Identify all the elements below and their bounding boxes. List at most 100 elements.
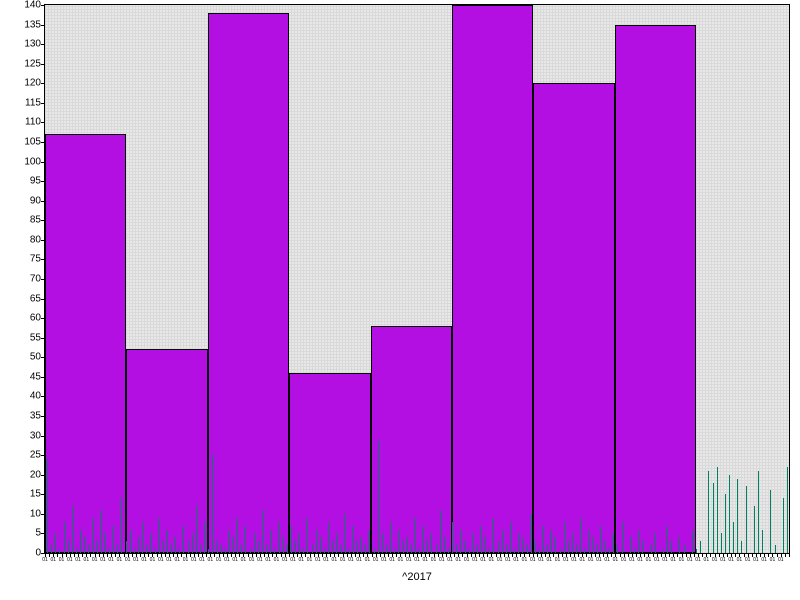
thin-bar (605, 541, 606, 553)
thin-bar (522, 537, 523, 553)
thin-bar (142, 522, 143, 553)
x-dense-label: 01 (704, 557, 710, 563)
x-axis-labels: ^2017 0101010101010101010101010101010101… (45, 553, 789, 593)
chart-container: 0510152025303540455055606570758085909510… (0, 0, 800, 600)
x-dense-label: 01 (67, 557, 73, 563)
thin-bar (80, 530, 81, 553)
thin-bar (328, 522, 329, 553)
thin-bar (493, 518, 494, 553)
thin-bar (473, 533, 474, 553)
x-dense-label: 01 (307, 557, 313, 563)
bar (452, 5, 533, 553)
x-dense-label: 01 (695, 557, 701, 563)
x-dense-label: 01 (629, 557, 635, 563)
thin-bar (465, 541, 466, 553)
x-dense-label: 01 (191, 557, 197, 563)
thin-bar (481, 526, 482, 553)
x-dense-label: 01 (654, 557, 660, 563)
thin-bar (717, 467, 718, 553)
thin-bar (192, 533, 193, 553)
x-dense-label: 01 (538, 557, 544, 563)
x-dense-label: 01 (753, 557, 759, 563)
plot-area: 0510152025303540455055606570758085909510… (44, 4, 790, 554)
x-dense-label: 01 (365, 557, 371, 563)
x-dense-label: 01 (604, 557, 610, 563)
y-tick (41, 83, 45, 84)
thin-bar (378, 440, 379, 554)
thin-bar (775, 545, 776, 553)
x-dense-label: 01 (59, 557, 65, 563)
thin-bar (341, 545, 342, 553)
thin-bar (258, 541, 259, 553)
x-year-label: ^2017 (402, 571, 432, 583)
thin-bar (117, 545, 118, 553)
thin-bar (551, 530, 552, 553)
thin-bar (452, 522, 453, 553)
thin-bar (183, 526, 184, 553)
thin-bar (597, 545, 598, 553)
y-tick (41, 436, 45, 437)
x-dense-label: 01 (158, 557, 164, 563)
x-dense-label: 01 (332, 557, 338, 563)
thin-bar (167, 530, 168, 553)
x-dense-label: 01 (431, 557, 437, 563)
x-dense-label: 01 (249, 557, 255, 563)
x-dense-label: 01 (265, 557, 271, 563)
thin-bar (241, 545, 242, 553)
thin-bar (217, 541, 218, 553)
y-tick (41, 201, 45, 202)
bar (615, 25, 696, 553)
thin-bar (746, 486, 747, 553)
x-dense-label: 01 (42, 557, 48, 563)
thin-bar (336, 533, 337, 553)
thin-bar (171, 545, 172, 553)
thin-bar (787, 467, 788, 553)
thin-bar (299, 533, 300, 553)
bar (45, 134, 126, 553)
x-dense-label: 01 (530, 557, 536, 563)
thin-bar (444, 537, 445, 553)
thin-bar (568, 541, 569, 553)
thin-bar (365, 545, 366, 553)
thin-bar (456, 545, 457, 553)
y-tick (41, 514, 45, 515)
thin-bar (783, 498, 784, 553)
x-dense-label: 01 (728, 557, 734, 563)
thin-bar (159, 518, 160, 553)
bar (533, 83, 614, 553)
thin-bar (460, 530, 461, 553)
thin-bar (279, 522, 280, 553)
thin-bar (411, 545, 412, 553)
thin-bar (531, 514, 532, 553)
x-dense-label: 01 (84, 557, 90, 563)
thin-bar (692, 530, 693, 553)
thin-bar (708, 471, 709, 553)
y-tick (41, 318, 45, 319)
thin-bar (84, 537, 85, 553)
x-dense-label: 01 (125, 557, 131, 563)
thin-bar (721, 533, 722, 553)
thin-bar (101, 510, 102, 553)
thin-bar (403, 541, 404, 553)
x-dense-label: 01 (770, 557, 776, 563)
thin-bar (431, 533, 432, 553)
x-dense-label: 01 (298, 557, 304, 563)
thin-bar (630, 537, 631, 553)
y-tick (41, 259, 45, 260)
thin-bar (535, 541, 536, 553)
thin-bar (770, 490, 771, 553)
x-dense-label: 01 (216, 557, 222, 563)
thin-bar (146, 545, 147, 553)
x-dense-label: 01 (389, 557, 395, 563)
thin-bar (270, 530, 271, 553)
thin-bar (498, 541, 499, 553)
x-dense-label: 01 (670, 557, 676, 563)
y-tick (41, 299, 45, 300)
y-tick (41, 494, 45, 495)
x-dense-label: 01 (406, 557, 412, 563)
y-tick (41, 416, 45, 417)
thin-bar (382, 533, 383, 553)
x-dense-label: 01 (183, 557, 189, 563)
thin-bar (237, 518, 238, 553)
thin-bar (601, 526, 602, 553)
